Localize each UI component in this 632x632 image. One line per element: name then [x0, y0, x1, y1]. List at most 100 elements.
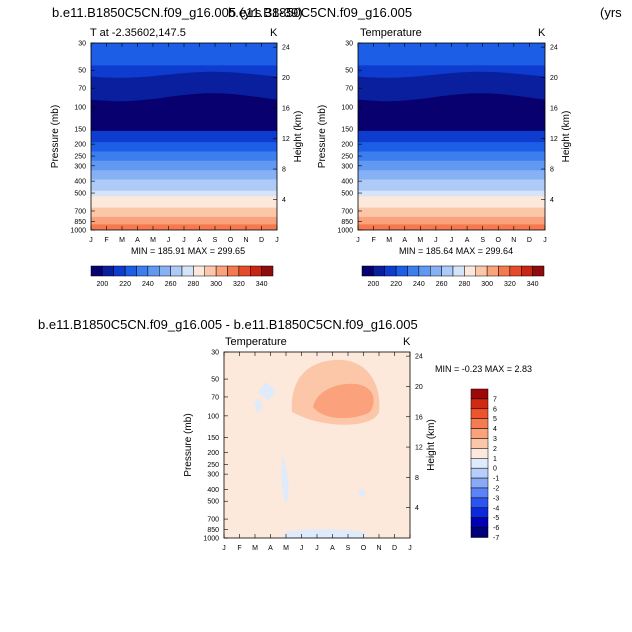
- p1-colorbar-cell: [361, 265, 374, 277]
- p0-pressure-tick-label: 30: [78, 41, 86, 48]
- difference-main-title: b.e11.B1850C5CN.f09_g16.005 - b.e11.B185…: [38, 317, 418, 332]
- p1-month-label: S: [480, 237, 485, 244]
- p1-pressure-tick-label: 400: [341, 179, 353, 186]
- p0-colorbar-cell: [193, 265, 205, 277]
- p1-colorbar-label: 200: [368, 281, 380, 288]
- p0-colorbar-cell: [215, 265, 228, 277]
- p1-height-tick-label: 12: [550, 136, 558, 143]
- p0-colorbar-cell: [250, 265, 262, 277]
- panel-2-units: K: [538, 27, 546, 39]
- p1-month-label: A: [402, 237, 407, 244]
- p0-height-tick-label: 16: [282, 106, 290, 113]
- p0-month-label: N: [243, 237, 248, 244]
- p2-month-label: M: [283, 545, 289, 552]
- p0-colorbar-cell: [170, 265, 183, 277]
- p1-colorbar-cell: [486, 265, 499, 277]
- p0-pressure-tick-label: 250: [74, 154, 86, 161]
- p0-pressure-tick-label: 500: [74, 191, 86, 198]
- p1-colorbar-label: 240: [413, 281, 425, 288]
- panel-3-subtitle: Temperature: [225, 336, 287, 348]
- p2-pressure-tick-label: 700: [207, 517, 219, 524]
- p1-pressure-tick-label: 300: [341, 163, 353, 170]
- p0-field: [91, 43, 277, 231]
- p0-month-label: S: [213, 237, 218, 244]
- p0-colorbar-cell: [227, 265, 240, 277]
- panel-2-minmax: MIN = 185.64 MAX = 299.64: [399, 246, 514, 256]
- p2-height-tick-label: 8: [415, 475, 419, 482]
- p2-month-label: J: [408, 545, 412, 552]
- p0-height-tick-label: 20: [282, 75, 290, 82]
- p1-colorbar-label: 320: [504, 281, 516, 288]
- p0-colorbar-cell: [124, 265, 137, 277]
- p0-colorbar-cell: [261, 265, 274, 277]
- p1-pressure-tick-label: 1000: [337, 228, 353, 235]
- p1-month-label: J: [356, 237, 360, 244]
- p1-month-label: J: [434, 237, 438, 244]
- p0-colorbar-cell: [204, 265, 217, 277]
- p2-height-tick-label: 16: [415, 414, 423, 421]
- p2-colorbar-label: 4: [493, 426, 497, 433]
- p1-colorbar-cell: [521, 265, 533, 277]
- p2-colorbar-cell: [470, 428, 489, 439]
- p2-pressure-tick-label: 30: [211, 350, 219, 357]
- p2-month-label: A: [268, 545, 273, 552]
- p2-colorbar-label: -1: [493, 476, 499, 483]
- p1-month-label: A: [465, 237, 470, 244]
- p2-colorbar-cell: [470, 438, 489, 449]
- p2-colorbar-cell: [470, 507, 489, 518]
- p0-month-label: A: [135, 237, 140, 244]
- p2-colorbar-label: 1: [493, 456, 497, 463]
- p2-colorbar-cell: [470, 487, 489, 499]
- p0-pressure-tick-label: 100: [74, 105, 86, 112]
- p2-pressure-tick-label: 400: [207, 487, 219, 494]
- p2-height-tick-label: 20: [415, 384, 423, 391]
- p0-colorbar-label: 240: [142, 281, 154, 288]
- p0-month-label: A: [197, 237, 202, 244]
- p0-month-label: O: [228, 237, 234, 244]
- p2-month-label: F: [237, 545, 241, 552]
- p1-y2label: Height (km): [561, 111, 572, 163]
- p1-colorbar-label: 340: [527, 281, 539, 288]
- p2-colorbar-label: -2: [493, 486, 499, 493]
- p0-month-label: J: [275, 237, 279, 244]
- p2-height-tick-label: 12: [415, 445, 423, 452]
- p0-pressure-tick-label: 200: [74, 142, 86, 149]
- p1-colorbar-cell: [395, 265, 408, 277]
- p2-pressure-tick-label: 100: [207, 413, 219, 420]
- p0-colorbar-label: 280: [188, 281, 200, 288]
- p1-pressure-tick-label: 50: [345, 68, 353, 75]
- p0-ylabel: Pressure (mb): [50, 105, 61, 168]
- p1-colorbar-cell: [418, 265, 431, 277]
- p0-height-tick-label: 4: [282, 197, 286, 204]
- p2-pressure-tick-label: 850: [207, 527, 219, 534]
- p2-y2label: Height (km): [426, 419, 437, 471]
- p1-pressure-tick-label: 200: [341, 142, 353, 149]
- p1-height-tick-label: 24: [550, 45, 558, 52]
- p0-colorbar-label: 220: [119, 281, 131, 288]
- p0-y2label: Height (km): [293, 111, 304, 163]
- p2-colorbar-cell: [470, 388, 489, 400]
- p0-colorbar-cell: [136, 265, 149, 277]
- p2-colorbar-cell: [470, 398, 489, 410]
- p1-pressure-tick-label: 150: [341, 126, 353, 133]
- p1-colorbar-cell: [373, 265, 385, 277]
- p1-pressure-tick-label: 700: [341, 208, 353, 215]
- panel-3-units: K: [403, 336, 411, 348]
- p2-negative-anomaly: [285, 529, 365, 538]
- p1-colorbar-cell: [441, 265, 454, 277]
- p0-colorbar-cell: [147, 265, 160, 277]
- p2-pressure-tick-label: 200: [207, 450, 219, 457]
- p2-colorbar-cell: [470, 458, 489, 469]
- p2-colorbar-cell: [470, 527, 489, 538]
- panel-3-minmax: MIN = -0.23 MAX = 2.83: [435, 364, 533, 374]
- p2-month-label: M: [252, 545, 258, 552]
- p1-colorbar-cell: [407, 265, 420, 277]
- p2-colorbar-cell: [470, 448, 489, 459]
- p2-month-label: J: [315, 545, 319, 552]
- p1-ylabel: Pressure (mb): [317, 105, 328, 168]
- p1-month-label: J: [450, 237, 454, 244]
- p0-colorbar-label: 340: [256, 281, 268, 288]
- p2-pressure-tick-label: 1000: [203, 536, 219, 543]
- p0-colorbar-label: 260: [165, 281, 177, 288]
- p2-month-label: D: [392, 545, 397, 552]
